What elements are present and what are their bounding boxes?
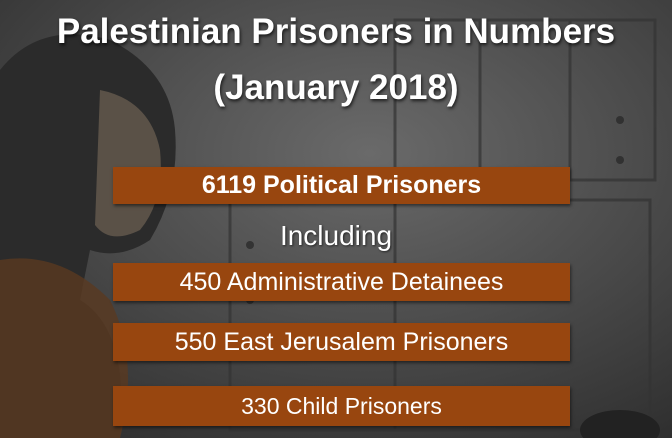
title: Palestinian Prisoners in Numbers xyxy=(56,12,616,51)
headline-box: 6119 Political Prisoners xyxy=(113,167,570,204)
item-text: 450 Administrative Detainees xyxy=(179,268,504,296)
connector: Including xyxy=(279,220,393,251)
item-box: 550 East Jerusalem Prisoners xyxy=(113,323,570,361)
item-text: 550 East Jerusalem Prisoners xyxy=(174,328,509,356)
item-box: 330 Child Prisoners xyxy=(113,386,570,426)
headline: 6119 Political Prisoners xyxy=(201,171,482,199)
item-text: 330 Child Prisoners xyxy=(241,393,442,419)
item-box: 450 Administrative Detainees xyxy=(113,263,570,301)
subtitle: (January 2018) xyxy=(213,68,459,107)
